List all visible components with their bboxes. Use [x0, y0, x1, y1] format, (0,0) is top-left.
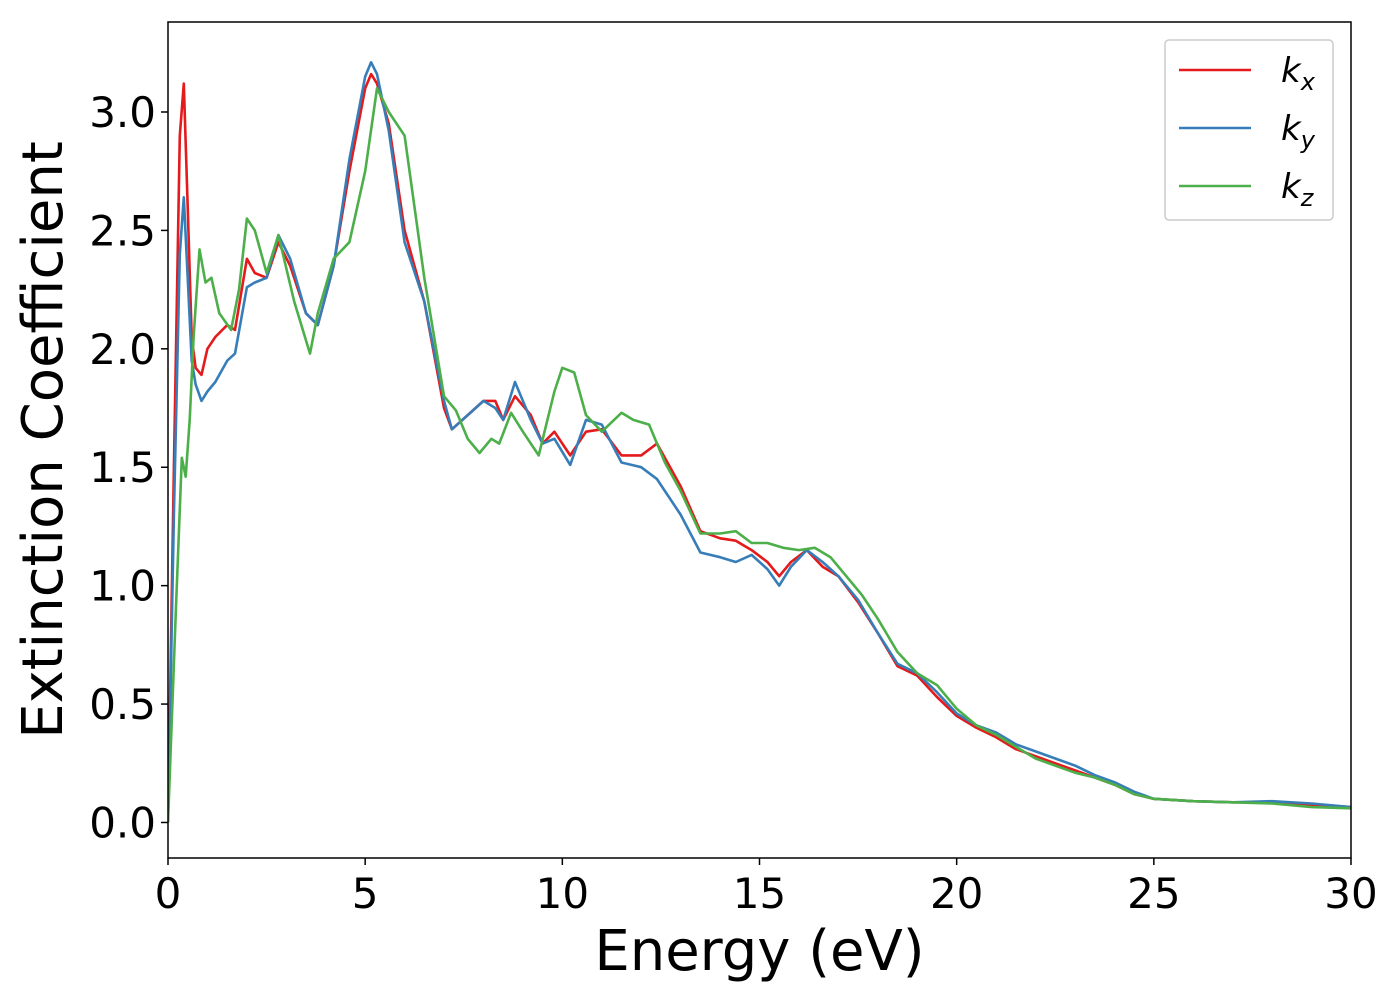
- y-tick-label: 1.0: [89, 562, 156, 611]
- plot-frame: [167, 21, 1352, 859]
- y-tick-label: 2.0: [89, 325, 156, 374]
- x-tick-label: 0: [155, 869, 182, 918]
- legend-label-k-y: ky: [1281, 109, 1316, 154]
- y-tick-label: 0.0: [89, 798, 156, 847]
- series-line-k-y: [168, 60, 1351, 823]
- series-line-k-x: [168, 72, 1351, 823]
- x-tick-label: 20: [930, 869, 983, 918]
- y-axis-label: Extinction Coefficient: [11, 141, 76, 739]
- plot-area: [168, 60, 1351, 823]
- legend-label-k-z: kz: [1281, 167, 1315, 212]
- x-tick-label: 25: [1127, 869, 1180, 918]
- x-tick-label: 30: [1324, 869, 1377, 918]
- y-tick-label: 1.5: [89, 443, 156, 492]
- y-tick-label: 0.5: [89, 680, 156, 729]
- legend: kx ky kz: [1164, 39, 1334, 221]
- legend-label-k-x: kx: [1281, 51, 1316, 96]
- x-tick-label: 5: [352, 869, 379, 918]
- x-tick-label: 10: [536, 869, 589, 918]
- legend-box: [1164, 39, 1334, 221]
- x-axis-label: Energy (eV): [594, 919, 924, 984]
- y-tick-label: 3.0: [89, 88, 156, 137]
- x-tick-label: 15: [733, 869, 786, 918]
- x-axis-ticks: 0 5 10 15 20 25 30: [155, 858, 1378, 918]
- series-line-k-z: [168, 87, 1351, 823]
- y-axis-ticks: 0.0 0.5 1.0 1.5 2.0 2.5 3.0: [89, 88, 168, 847]
- y-tick-label: 2.5: [89, 206, 156, 255]
